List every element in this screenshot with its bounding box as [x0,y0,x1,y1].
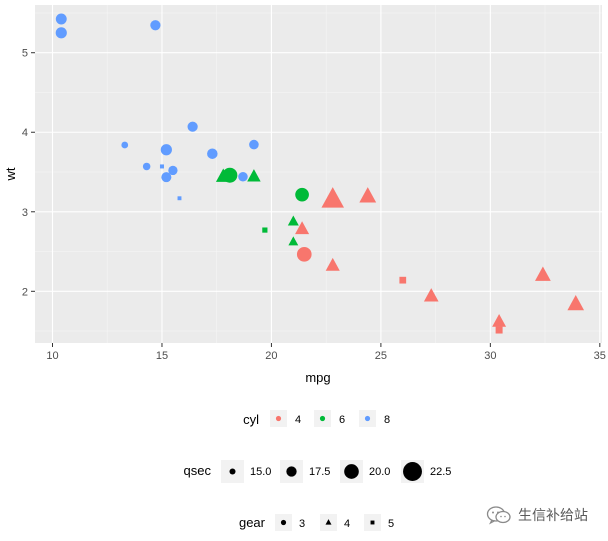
x-tick-label: 20 [265,350,277,362]
data-point [247,169,261,182]
legend-cyl-label: 4 [295,414,301,426]
legend-cyl: cyl 4 6 8 [243,410,390,427]
data-point [150,20,161,31]
legend-qsec-label: 22.5 [430,466,451,478]
legend-qsec-title: qsec [184,463,212,478]
data-point [262,227,268,233]
legend-qsec: qsec 15.0 17.5 20.0 22.5 [184,460,451,483]
data-point [567,295,585,311]
legend-gear-swatch [325,519,332,525]
legend-cyl-label: 8 [384,414,390,426]
x-tick-label: 30 [484,350,496,362]
data-point [295,221,310,235]
legend-gear-title: gear [239,515,266,530]
x-tick-label: 10 [46,350,58,362]
grid-major [35,5,602,343]
data-point [535,266,551,281]
legend-cyl-label: 6 [339,414,345,426]
data-point [495,326,503,334]
y-axis-ticks: 2 3 4 5 [22,48,35,298]
legend-qsec-swatch [344,464,359,479]
y-axis-title: wt [3,167,18,181]
data-point [142,162,151,171]
x-tick-label: 25 [375,350,387,362]
data-point [295,187,309,202]
data-point [399,276,407,284]
data-point [423,288,439,302]
legend-gear-label: 5 [388,518,394,530]
legend-gear: gear 3 4 5 [239,514,394,531]
x-tick-label: 35 [594,350,606,362]
x-axis-ticks: 10 15 20 25 30 35 [46,343,606,362]
y-tick-label: 2 [22,286,28,298]
legend-gear-swatch [370,520,375,525]
data-point [55,27,67,39]
legend-qsec-label: 17.5 [309,466,330,478]
legend-qsec-swatch [229,468,236,475]
legend-gear-label: 3 [299,518,305,530]
legend-cyl-swatch [275,415,282,422]
data-point [359,187,377,203]
legend-gear-label: 4 [344,518,350,530]
data-point [287,215,299,226]
data-point [177,196,182,201]
data-point [288,236,299,246]
legend-cyl-title: cyl [243,412,259,427]
data-point [55,13,67,25]
data-point [296,247,312,262]
grid-minor [35,5,602,343]
legend-qsec-label: 15.0 [250,466,271,478]
x-axis-title: mpg [305,370,330,385]
data-point [121,141,129,149]
y-tick-label: 3 [22,207,28,219]
legend-qsec-label: 20.0 [369,466,390,478]
data-point [492,314,507,327]
y-tick-label: 5 [22,48,28,60]
legend-qsec-swatch [286,466,297,477]
wechat-icon [486,506,511,525]
data-point [321,187,344,208]
watermark: 生信补给站 [486,504,588,526]
x-tick-label: 15 [156,350,168,362]
data-point [161,172,172,183]
data-point [159,164,164,169]
data-point [168,165,178,176]
legend-qsec-swatch [403,462,422,481]
data-point [160,144,172,156]
plot-panel [35,5,602,343]
data-points [55,13,585,334]
data-point [238,172,248,182]
watermark-text: 生信补给站 [518,508,588,524]
data-point [325,257,340,271]
data-point [249,139,259,150]
data-point [207,148,218,159]
y-tick-label: 4 [22,127,28,139]
legend-cyl-swatch [364,415,371,422]
data-point [215,168,231,182]
data-point [187,121,198,132]
legend-cyl-swatch [319,415,326,422]
legend-gear-swatch [280,519,287,526]
